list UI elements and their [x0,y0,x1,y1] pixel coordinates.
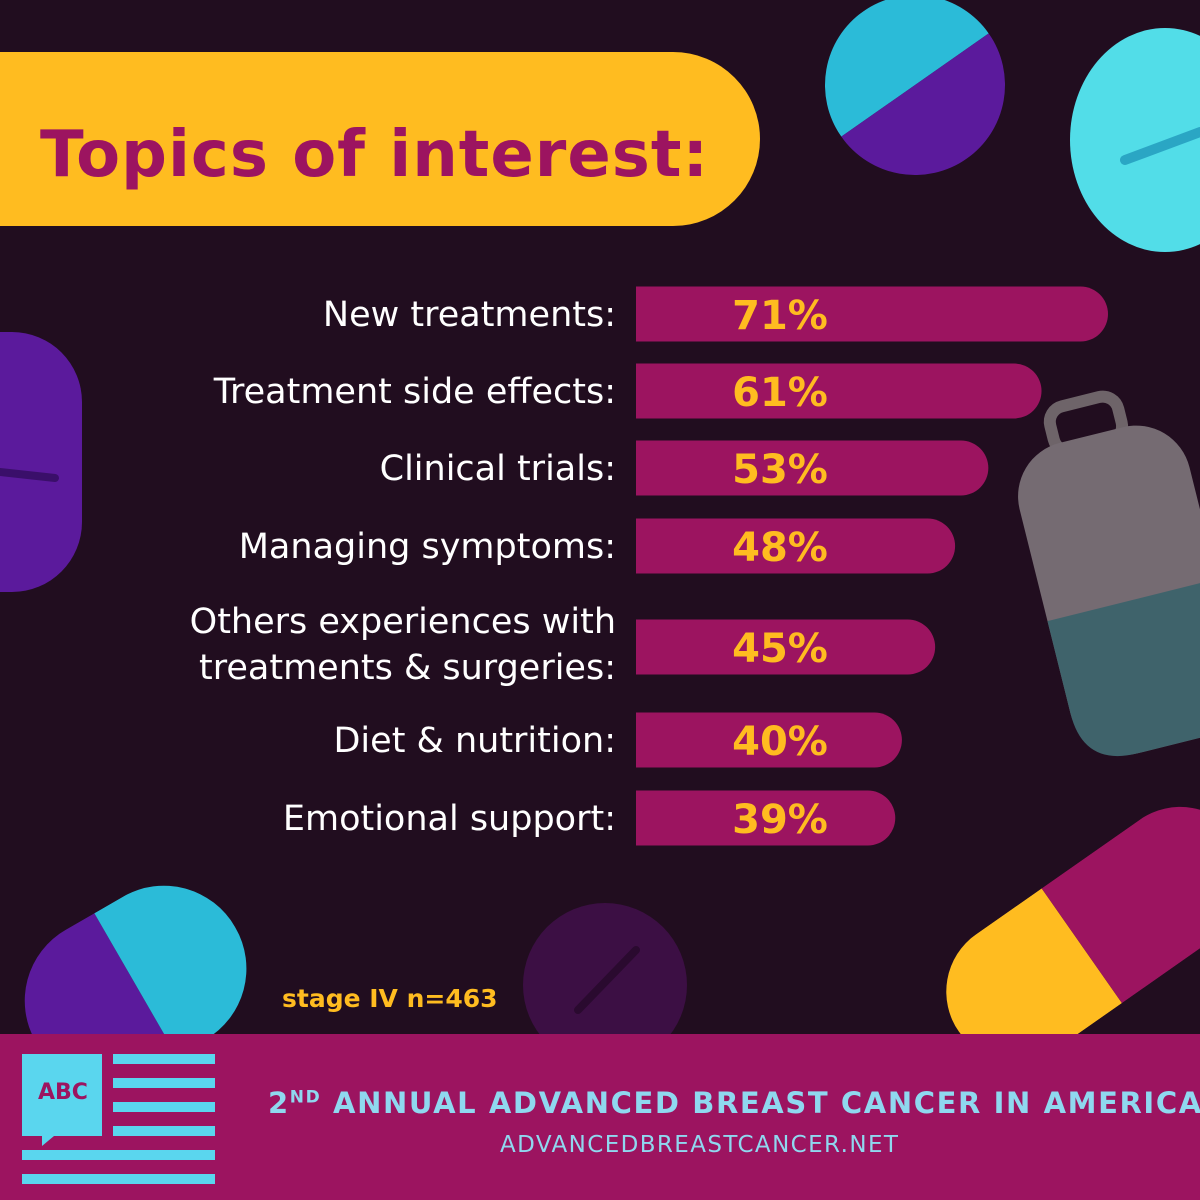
bar-5 [636,712,902,768]
round-tablet-top-right-icon [1070,28,1200,252]
headline-ordinal-suffix: ND [289,1087,322,1108]
headline-text: ANNUAL ADVANCED BREAST CANCER IN AMERICA [333,1086,1200,1120]
footer-headline: 2ND ANNUAL ADVANCED BREAST CANCER IN AME… [268,1086,1200,1120]
logo-text: ABC [38,1080,88,1105]
flag-logo-icon [22,1054,215,1184]
value-label-6: 39% [732,797,828,843]
headline-ordinal: 2 [268,1086,290,1120]
capsule-pill-top-icon [789,0,1041,211]
abc-flag-logo: ABC [18,1050,218,1190]
value-label-0: 71% [732,293,828,339]
value-label-3: 48% [732,525,828,571]
value-label-1: 61% [732,370,828,416]
category-label-6: Emotional support: [283,799,616,839]
title-banner [0,52,760,226]
bar-3 [636,518,956,574]
category-label-2: Clinical trials: [380,449,616,489]
value-label-4: 45% [732,626,828,672]
category-label-4: Others experiences with treatments & surg… [190,602,616,688]
value-label-5: 40% [732,719,828,765]
page-title: Topics of interest: [40,118,710,192]
bar-0 [636,286,1108,342]
footer-url[interactable]: ADVANCEDBREASTCANCER.NET [500,1132,900,1158]
bar-4 [636,619,936,675]
pill-bottle-icon [1018,390,1200,757]
category-label-0: New treatments: [323,295,616,335]
footer: ABC 2ND ANNUAL ADVANCED BREAST CANCER IN… [0,1034,1200,1200]
value-label-2: 53% [732,447,828,493]
bar-2 [636,440,989,496]
bar-1 [636,363,1042,419]
category-label-5: Diet & nutrition: [333,721,616,761]
category-label-1: Treatment side effects: [213,372,616,412]
category-label-3: Managing symptoms: [239,527,616,567]
oval-tablet-left-icon [0,332,82,592]
bar-6 [636,790,896,846]
round-tablet-bottom-icon [523,903,687,1067]
sample-size-note: stage IV n=463 [282,984,498,1013]
